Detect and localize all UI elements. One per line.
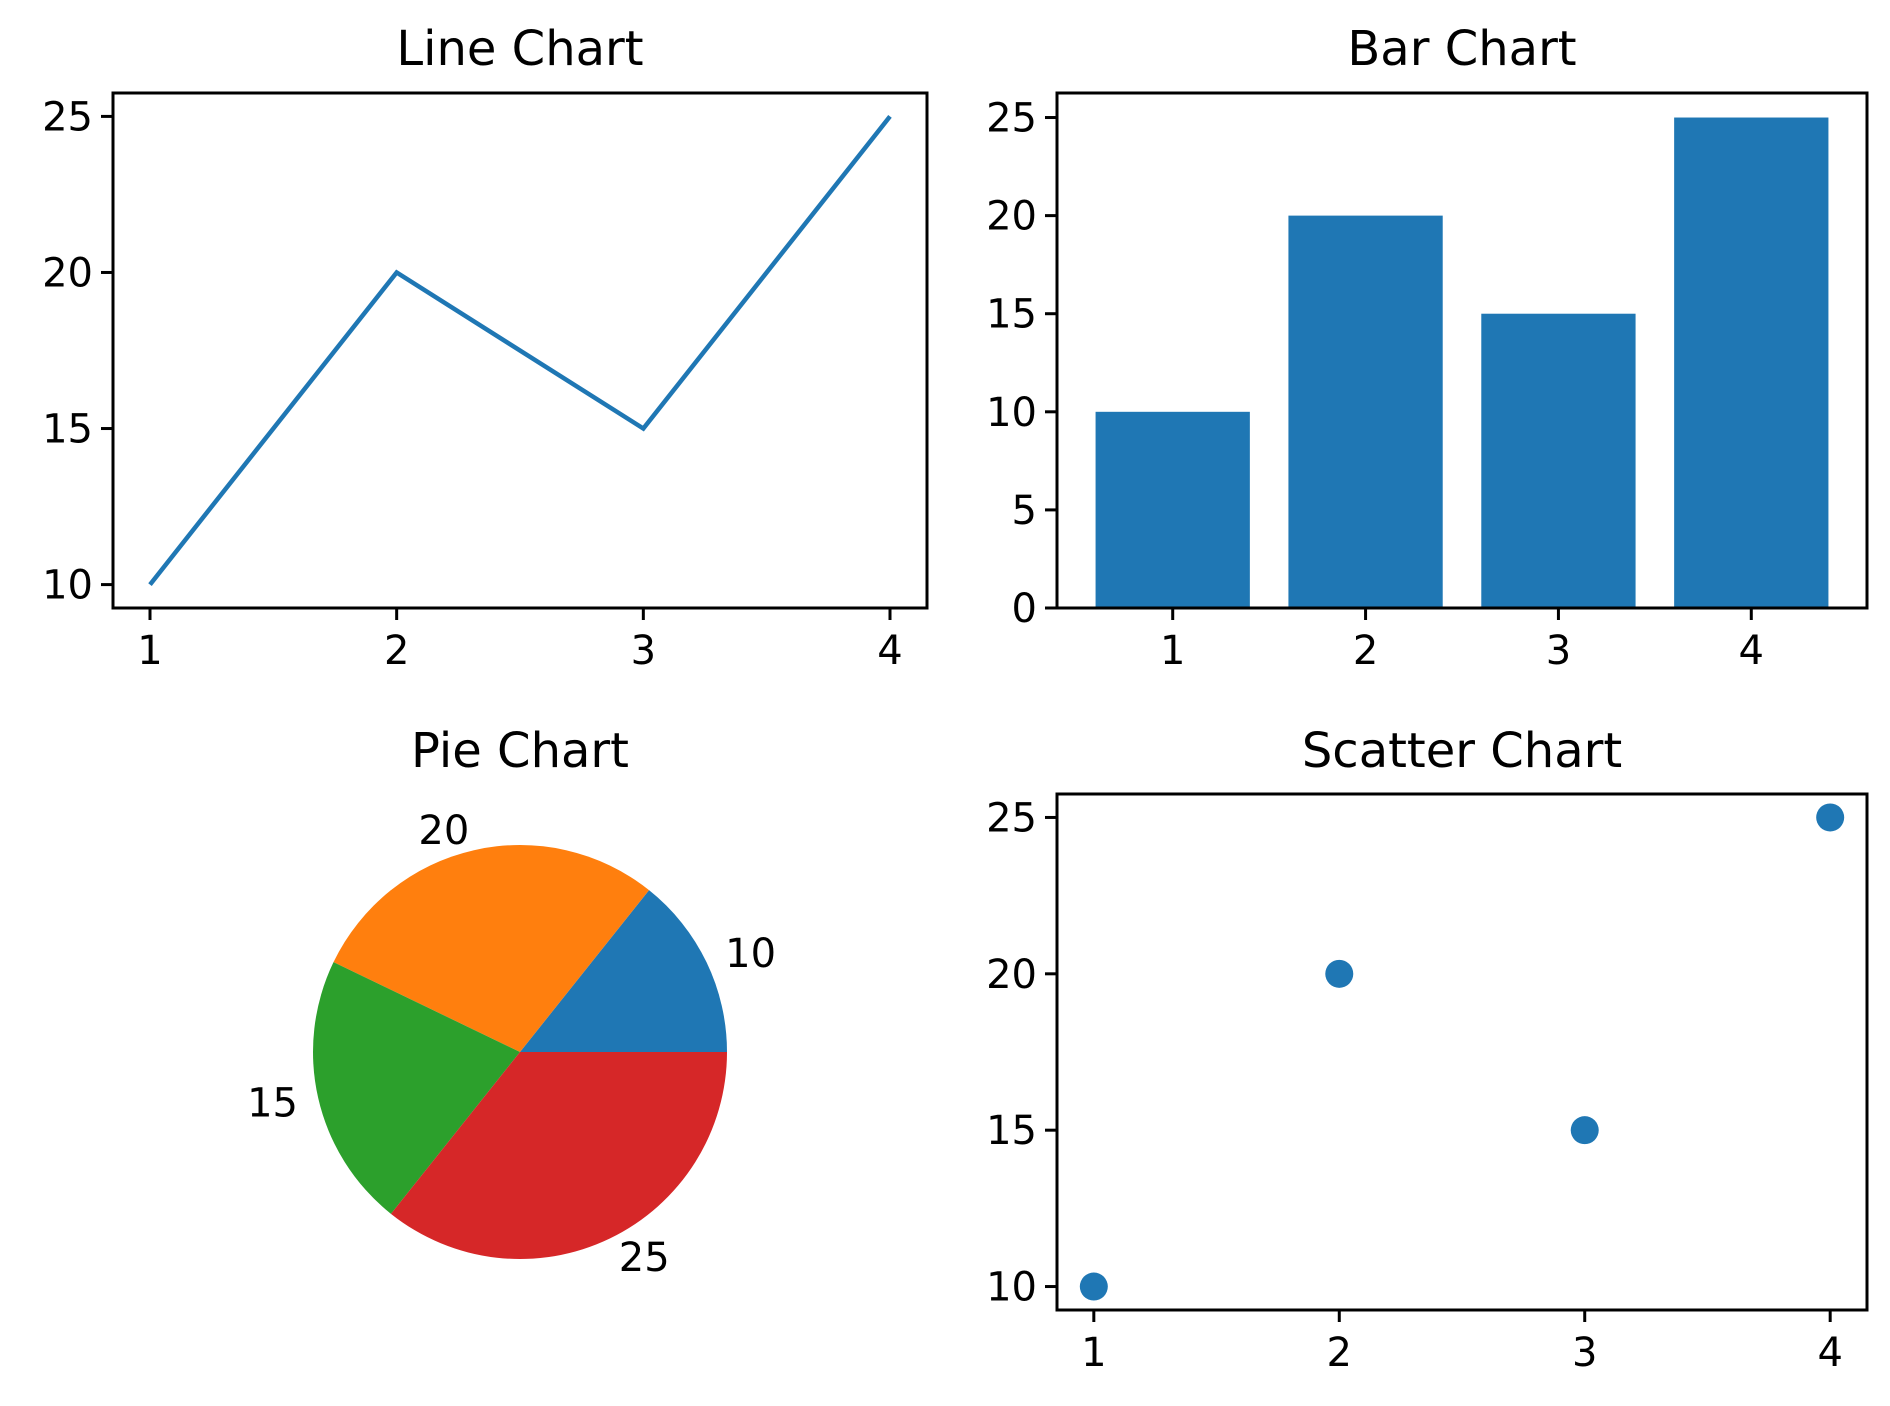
line-chart-x-tick-label: 1 (137, 628, 162, 674)
bar-chart-ticks: 1 2 3 4 0 5 10 15 20 25 (986, 96, 1764, 674)
pie-chart-slices (313, 845, 727, 1259)
scatter-chart-x-tick-label: 3 (1572, 1330, 1597, 1376)
scatter-point (1079, 1272, 1108, 1301)
line-series (148, 115, 892, 586)
pie-slice-label: 15 (247, 1081, 298, 1127)
line-chart-x-tick-label: 4 (877, 628, 902, 674)
line-chart-title: Line Chart (396, 21, 643, 77)
pie-slice (390, 1052, 727, 1259)
scatter-point (1325, 959, 1354, 988)
scatter-point (1816, 803, 1845, 832)
line-chart-frame (111, 91, 929, 610)
scatter-chart-y-tick-label: 15 (986, 1108, 1037, 1154)
bar-chart-panel: Bar Chart 1 2 3 4 0 5 10 15 20 25 (986, 21, 1869, 674)
scatter-point (1570, 1116, 1599, 1145)
pie-chart-title: Pie Chart (411, 723, 629, 779)
line-chart-y-tick-label: 20 (42, 250, 93, 296)
bar-chart-title: Bar Chart (1347, 21, 1576, 77)
bar-chart-bars (1095, 117, 1829, 609)
line-chart-panel: Line Chart 1 2 3 4 10 15 20 25 (42, 21, 929, 674)
pie-slice-label: 25 (619, 1235, 670, 1281)
line-chart-y-tick-label: 10 (42, 563, 93, 609)
line-chart-y-tick-label: 25 (42, 94, 93, 140)
pie-slice (520, 890, 727, 1052)
scatter-chart-x-tick-label: 2 (1327, 1330, 1352, 1376)
scatter-chart-frame (1055, 792, 1869, 1312)
bar-chart-y-tick-label: 10 (986, 390, 1037, 436)
scatter-chart-y-tick-label: 25 (986, 795, 1037, 841)
bar-chart-y-tick-label: 20 (986, 194, 1037, 240)
bar-chart-y-tick-label: 5 (1012, 488, 1037, 534)
bar-chart-x-tick-label: 4 (1739, 628, 1764, 674)
pie-chart-labels: 10 20 15 25 (247, 808, 776, 1281)
bar (1674, 117, 1829, 609)
bar-chart-y-tick-label: 0 (1012, 586, 1037, 632)
scatter-chart-y-tick-label: 20 (986, 952, 1037, 998)
line-chart-y-tick-label: 15 (42, 407, 93, 453)
line-chart-ticks: 1 2 3 4 10 15 20 25 (42, 94, 903, 674)
pie-chart-panel: Pie Chart 10 20 15 25 (247, 723, 776, 1281)
bar-chart-y-tick-label: 25 (986, 96, 1037, 142)
bar-chart-x-tick-label: 1 (1160, 628, 1185, 674)
scatter-chart-y-tick-label: 10 (986, 1265, 1037, 1311)
bar (1288, 215, 1443, 608)
line-chart-x-tick-label: 2 (384, 628, 409, 674)
scatter-chart-points (1079, 803, 1845, 1301)
bar-chart-y-tick-label: 15 (986, 292, 1037, 338)
pie-slice-label: 10 (725, 931, 776, 977)
bar (1481, 313, 1636, 608)
scatter-chart-x-tick-label: 1 (1081, 1330, 1106, 1376)
scatter-chart-panel: Scatter Chart 1 2 3 4 10 15 20 25 (986, 723, 1869, 1376)
bar-chart-x-tick-label: 2 (1353, 628, 1378, 674)
pie-slice-label: 20 (418, 808, 469, 854)
pie-slice (333, 845, 650, 1052)
scatter-chart-x-tick-label: 4 (1817, 1330, 1842, 1376)
line-chart-x-tick-label: 3 (631, 628, 656, 674)
scatter-chart-ticks: 1 2 3 4 10 15 20 25 (986, 795, 1843, 1376)
scatter-chart-title: Scatter Chart (1302, 723, 1622, 779)
bar (1095, 411, 1250, 608)
bar-chart-frame (1055, 91, 1869, 610)
bar-chart-x-tick-label: 3 (1546, 628, 1571, 674)
pie-slice (313, 962, 520, 1214)
